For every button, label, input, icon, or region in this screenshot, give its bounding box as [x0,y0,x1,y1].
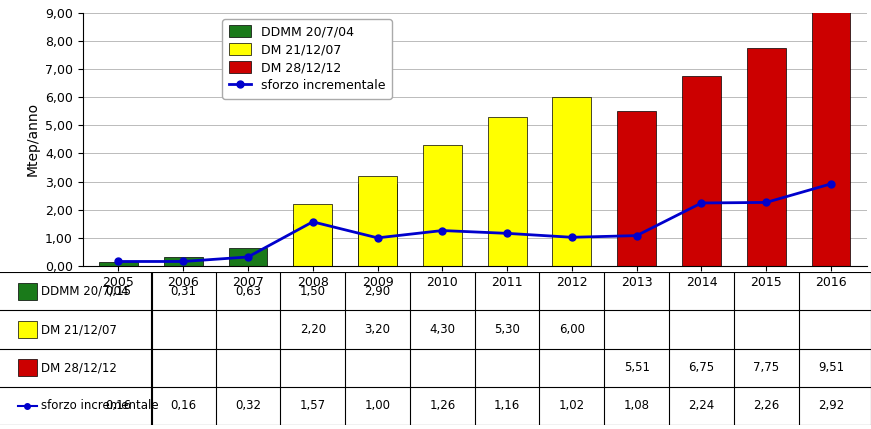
Text: 1,57: 1,57 [300,399,326,412]
Text: 7,75: 7,75 [753,361,780,374]
Text: 0,16: 0,16 [170,399,196,412]
Bar [358,176,397,266]
Bar [422,145,462,266]
Bar [228,248,267,266]
Text: 0,15: 0,15 [105,285,132,298]
Text: 6,75: 6,75 [688,361,714,374]
Text: 5,51: 5,51 [624,361,650,374]
Text: 6,00: 6,00 [559,323,584,336]
Text: 1,08: 1,08 [624,399,650,412]
Legend: DDMM 20/7/04, DM 21/12/07, DM 28/12/12, sforzo incrementale: DDMM 20/7/04, DM 21/12/07, DM 28/12/12, … [222,19,392,99]
Text: 0,16: 0,16 [105,399,132,412]
Text: 4,30: 4,30 [429,323,456,336]
Text: 1,02: 1,02 [559,399,585,412]
Text: 0,31: 0,31 [170,285,196,298]
Text: 3,20: 3,20 [365,323,390,336]
Bar [746,48,786,266]
Text: 2,20: 2,20 [300,323,326,336]
Text: 5,30: 5,30 [494,323,520,336]
Text: 1,50: 1,50 [300,285,326,298]
Bar [18,321,37,338]
Text: 1,16: 1,16 [494,399,520,412]
Bar [99,262,138,266]
Text: sforzo incrementale: sforzo incrementale [41,399,159,412]
Bar [164,257,203,266]
Text: DM 21/12/07: DM 21/12/07 [41,323,117,336]
Text: 0,32: 0,32 [235,399,261,412]
Text: DDMM 20/7/04: DDMM 20/7/04 [41,285,129,298]
Text: DM 28/12/12: DM 28/12/12 [41,361,117,374]
Text: 2,92: 2,92 [818,399,844,412]
Bar [18,283,37,300]
Text: 0,63: 0,63 [235,285,261,298]
Bar [682,76,721,266]
Text: 2,24: 2,24 [688,399,714,412]
Bar [294,204,332,266]
Bar [552,97,591,266]
Bar [812,0,850,266]
Bar [618,111,656,266]
Bar [18,359,37,376]
Bar [488,117,527,266]
Text: 2,90: 2,90 [364,285,390,298]
Text: 1,26: 1,26 [429,399,456,412]
Text: 9,51: 9,51 [818,361,844,374]
Y-axis label: Mtep/anno: Mtep/anno [25,103,39,176]
Bar [358,184,397,266]
Bar [294,224,332,266]
Text: 2,26: 2,26 [753,399,780,412]
Text: 1,00: 1,00 [365,399,390,412]
